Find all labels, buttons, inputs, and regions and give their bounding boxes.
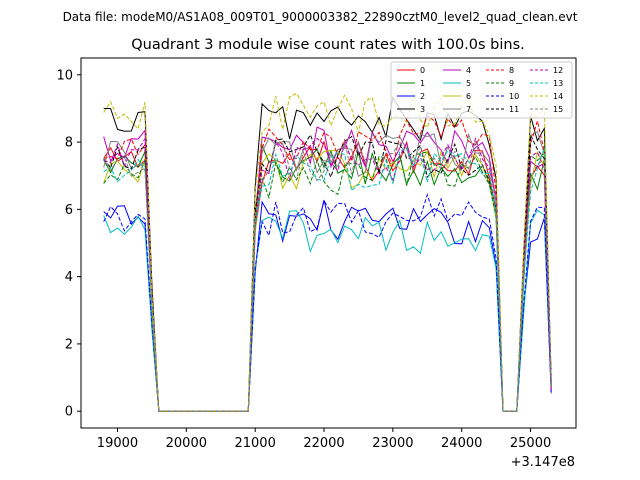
legend-label-6: 6 — [466, 92, 471, 101]
legend-label-10: 10 — [509, 92, 519, 101]
series-layer — [103, 92, 552, 412]
series-line-14 — [103, 92, 552, 412]
legend-label-2: 2 — [420, 92, 425, 101]
legend-frame — [390, 61, 573, 119]
legend-label-3: 3 — [420, 105, 425, 114]
legend-label-14: 14 — [553, 92, 563, 101]
legend-label-13: 13 — [553, 79, 563, 88]
y-tick-label: 10 — [56, 68, 73, 83]
y-tick-label: 4 — [65, 270, 73, 285]
x-tick-label: 20000 — [166, 436, 207, 451]
x-tick-label: 25000 — [510, 436, 551, 451]
x-tick-label: 23000 — [372, 436, 413, 451]
legend-label-0: 0 — [420, 66, 425, 75]
y-tick-label: 2 — [65, 337, 73, 352]
x-tick-label: 19000 — [97, 436, 138, 451]
x-tick-label: 21000 — [234, 436, 275, 451]
legend-label-9: 9 — [509, 79, 514, 88]
legend-label-4: 4 — [466, 66, 471, 75]
x-offset-label: +3.147e8 — [511, 455, 575, 470]
x-axis: 19000 20000 21000 22000 23000 24000 25000 — [97, 428, 551, 451]
chart-title: Quadrant 3 module wise count rates with … — [131, 37, 525, 53]
y-tick-label: 0 — [65, 405, 73, 420]
legend-label-12: 12 — [553, 66, 563, 75]
x-tick-label: 24000 — [441, 436, 482, 451]
legend-label-15: 15 — [553, 105, 563, 114]
plot-area — [80, 57, 577, 429]
x-tick-label: 22000 — [303, 436, 344, 451]
legend-label-8: 8 — [509, 66, 514, 75]
legend-label-7: 7 — [466, 105, 471, 114]
legend-label-5: 5 — [466, 79, 471, 88]
axes-frame — [80, 57, 577, 429]
legend-label-1: 1 — [420, 79, 425, 88]
chart-suptitle: Data file: modeM0/AS1A08_009T01_90000033… — [63, 10, 578, 24]
legend-label-11: 11 — [509, 105, 519, 114]
series-line-13 — [103, 146, 552, 412]
y-axis: 0 2 4 6 8 10 — [56, 68, 81, 420]
y-tick-label: 8 — [65, 136, 73, 151]
y-tick-label: 6 — [65, 203, 73, 218]
